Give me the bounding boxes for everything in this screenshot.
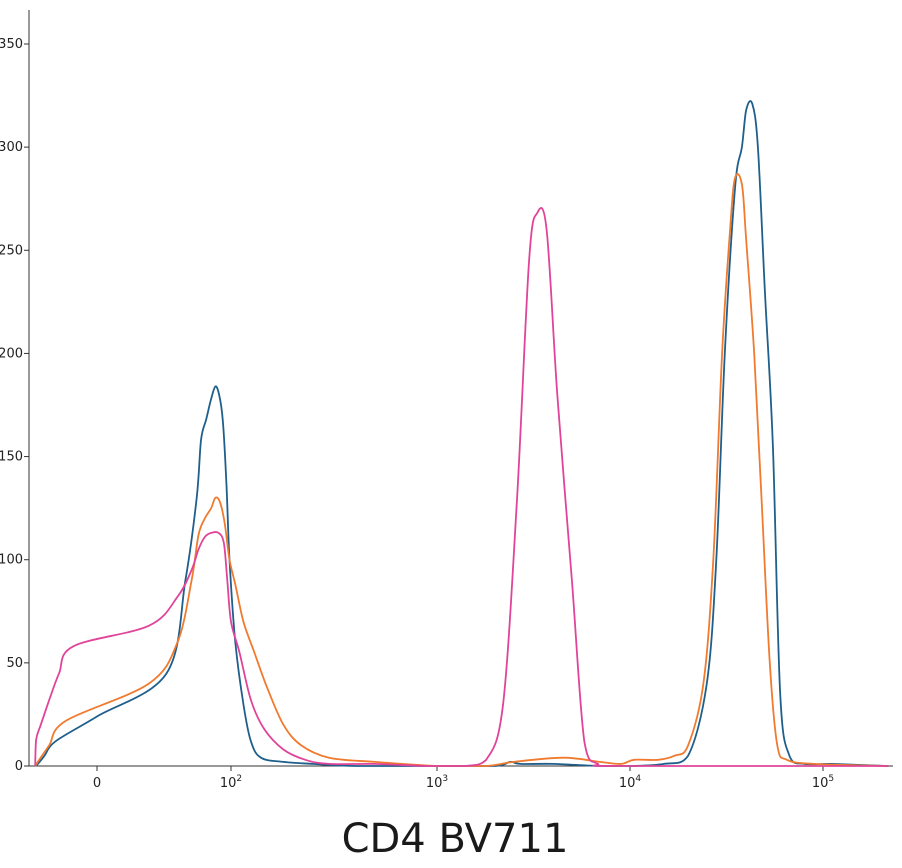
x-tick-label: 103 — [426, 774, 448, 791]
histogram-series-2 — [34, 173, 889, 767]
x-tick-label: 102 — [220, 774, 242, 791]
y-tick-label: 300 — [0, 140, 23, 155]
histogram-series-1 — [34, 100, 889, 767]
y-tick-label: 50 — [6, 656, 23, 671]
y-axis-ticks: 0 50 100 150 200 250 300 350 — [0, 37, 29, 774]
y-tick-label: 100 — [0, 553, 23, 568]
x-axis-ticks: 0 102 103 104 105 — [93, 766, 834, 791]
y-tick-label: 200 — [0, 346, 23, 361]
x-axis-title: CD4 BV711 — [342, 816, 569, 862]
y-tick-label: 150 — [0, 450, 23, 465]
x-tick-label: 105 — [812, 774, 834, 791]
x-tick-label: 104 — [619, 774, 642, 791]
x-tick-label: 0 — [93, 776, 101, 791]
y-tick-label: 350 — [0, 37, 23, 52]
histogram-series-3 — [34, 207, 889, 767]
series-layer — [34, 100, 889, 767]
y-tick-label: 250 — [0, 243, 23, 258]
y-tick-label: 0 — [15, 759, 23, 774]
